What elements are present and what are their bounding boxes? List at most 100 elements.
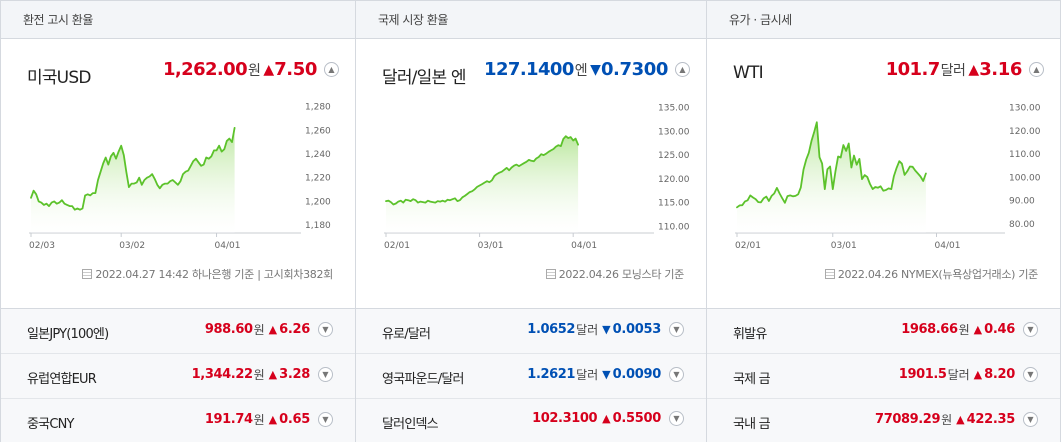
- main-quote-name: WTI: [733, 63, 764, 83]
- list-item-change: 3.28: [279, 367, 310, 382]
- list-item-name: 국내 금: [733, 417, 771, 432]
- chevron-down-icon[interactable]: ▼: [1023, 322, 1038, 337]
- list-item-change: 0.0053: [612, 322, 662, 337]
- source-text: 2022.04.26 모닝스타 기준: [558, 268, 685, 281]
- main-quote-change: 3.16: [979, 59, 1022, 80]
- list-item[interactable]: 유럽연합EUR 1,344.22 원 ▲ 3.28 ▼: [1, 354, 355, 399]
- up-arrow-icon: ▲: [973, 368, 983, 381]
- list-item-value: 191.74: [204, 412, 253, 427]
- list-item-change: 8.20: [984, 367, 1015, 382]
- usdjpy-chart: 110.00 115.00 120.00 125.00 130.00 135.00 02/0…: [356, 93, 706, 259]
- list-item[interactable]: 중국CNY 191.74 원 ▲ 0.65 ▼: [1, 399, 355, 442]
- list-item-name: 휘발유: [733, 327, 767, 342]
- main-quote-value: 127.1400: [484, 59, 574, 80]
- list-item-name: 유로/달러: [382, 327, 431, 342]
- up-arrow-icon: ▲: [602, 412, 611, 425]
- list-item-value: 1,344.22: [191, 367, 253, 382]
- main-quote-name: 달러/일본 엔: [382, 68, 467, 88]
- up-arrow-icon: ▲: [268, 413, 278, 426]
- y-tick-label: 100.00: [1009, 173, 1041, 183]
- chevron-down-icon[interactable]: ▼: [1023, 367, 1038, 382]
- y-tick-label: 115.00: [658, 199, 690, 209]
- list-item[interactable]: 달러인덱스 102.3100 ▲ 0.5500 ▼: [356, 399, 706, 442]
- chevron-down-icon[interactable]: ▼: [318, 367, 333, 382]
- chevron-down-icon[interactable]: ▼: [669, 322, 684, 337]
- y-tick-label: 1,220: [305, 174, 331, 184]
- document-icon: [545, 269, 556, 279]
- y-tick-label: 90.00: [1009, 197, 1035, 207]
- source-note: 2022.04.27 14:42 하나은행 기준 | 고시회차382회: [82, 266, 333, 282]
- list-item-name: 국제 금: [733, 372, 771, 387]
- panel-header: 유가 · 금시세: [707, 1, 1060, 39]
- list-item-change: 0.65: [279, 412, 310, 427]
- main-quote-value: 1,262.00: [162, 59, 248, 80]
- panel-header: 환전 고시 환율: [1, 1, 355, 39]
- chevron-up-icon[interactable]: ▲: [324, 62, 339, 77]
- main-quote: 미국USD 1,262.00 원 ▲ 7.50 ▲: [1, 59, 355, 88]
- list-item[interactable]: 휘발유 1968.66 원 ▲ 0.46 ▼: [707, 309, 1060, 354]
- list-item-unit: 원: [941, 413, 953, 427]
- y-tick-label: 1,260: [305, 126, 331, 136]
- up-arrow-icon: ▲: [973, 323, 983, 336]
- down-arrow-icon: ▼: [602, 323, 611, 336]
- chevron-up-icon[interactable]: ▲: [1029, 62, 1044, 77]
- list-item-value: 1.0652: [527, 322, 576, 337]
- list-item-value: 988.60: [204, 322, 253, 337]
- x-tick-label: 03/02: [119, 241, 145, 251]
- x-tick-label: 02/01: [735, 241, 761, 251]
- series-line: [385, 135, 579, 206]
- up-arrow-icon: ▲: [263, 61, 275, 78]
- source-text: 2022.04.26 NYMEX(뉴욕상업거래소) 기준: [837, 268, 1038, 281]
- series-area: [31, 127, 235, 233]
- list-item[interactable]: 국내 금 77089.29 원 ▲ 422.35 ▼: [707, 399, 1060, 442]
- list-item[interactable]: 국제 금 1901.5 달러 ▲ 8.20 ▼: [707, 354, 1060, 399]
- main-quote-unit: 달러: [940, 62, 966, 79]
- chevron-down-icon[interactable]: ▼: [669, 411, 684, 426]
- up-arrow-icon: ▲: [268, 368, 278, 381]
- list-item-value: 77089.29: [875, 412, 941, 427]
- x-tick-label: 02/01: [384, 241, 410, 251]
- y-tick-label: 80.00: [1009, 220, 1035, 230]
- chevron-down-icon[interactable]: ▼: [1023, 412, 1038, 427]
- x-tick-label: 03/01: [478, 241, 504, 251]
- list-item[interactable]: 유로/달러 1.0652 달러 ▼ 0.0053 ▼: [356, 309, 706, 354]
- document-icon: [824, 269, 835, 279]
- usd-chart-svg: 1,180 1,200 1,220 1,240 1,260 1,280 02/03 03/02…: [29, 103, 331, 251]
- chevron-down-icon[interactable]: ▼: [669, 367, 684, 382]
- y-tick-label: 110.00: [658, 222, 690, 232]
- usdjpy-chart-svg: 110.00 115.00 120.00 125.00 130.00 135.00 02/0…: [384, 104, 690, 251]
- list-item-value: 1901.5: [898, 367, 947, 382]
- y-tick-label: 1,240: [305, 150, 331, 160]
- source-note: 2022.04.26 모닝스타 기준: [545, 266, 685, 282]
- up-arrow-icon: ▲: [268, 323, 278, 336]
- y-tick-label: 135.00: [658, 104, 690, 114]
- y-tick-label: 130.00: [658, 127, 690, 137]
- chevron-down-icon[interactable]: ▼: [318, 412, 333, 427]
- list-item[interactable]: 영국파운드/달러 1.2621 달러 ▼ 0.0090 ▼: [356, 354, 706, 399]
- main-quote: WTI 101.7 달러 ▲ 3.16 ▲: [707, 59, 1060, 87]
- panel-oil-gold: 유가 · 금시세 WTI 101.7 달러 ▲ 3.16 ▲ 80.00 90.0…: [706, 0, 1061, 442]
- list-item[interactable]: 일본JPY(100엔) 988.60 원 ▲ 6.26 ▼: [1, 309, 355, 354]
- document-icon: [82, 269, 93, 279]
- series-area: [737, 122, 926, 233]
- panel-intl-market: 국제 시장 환율 달러/일본 엔 127.1400 엔 ▼ 0.7300 ▲ 1…: [355, 0, 707, 442]
- list-item-value: 1.2621: [527, 367, 576, 382]
- up-arrow-icon: ▲: [968, 61, 980, 78]
- chevron-down-icon[interactable]: ▼: [318, 322, 333, 337]
- panel-exchange-notice: 환전 고시 환율 미국USD 1,262.00 원 ▲ 7.50 ▲ 1,180…: [0, 0, 356, 442]
- quote-list: 휘발유 1968.66 원 ▲ 0.46 ▼ 국제 금 1901.5 달러 ▲ …: [707, 308, 1060, 442]
- list-item-change: 0.5500: [612, 411, 662, 426]
- series-line: [736, 121, 927, 209]
- y-tick-label: 110.00: [1009, 150, 1041, 160]
- down-arrow-icon: ▼: [590, 61, 601, 78]
- list-item-unit: 원: [253, 323, 265, 337]
- wti-chart: 80.00 90.00 100.00 110.00 120.00 130.00 02/01 0…: [707, 93, 1060, 259]
- y-tick-label: 130.00: [1009, 104, 1041, 114]
- list-item-name: 영국파운드/달러: [382, 372, 465, 387]
- list-item-change: 422.35: [966, 412, 1016, 427]
- y-tick-label: 120.00: [658, 175, 690, 185]
- chevron-up-icon[interactable]: ▲: [675, 62, 690, 77]
- y-tick-label: 120.00: [1009, 127, 1041, 137]
- main-quote-change: 7.50: [274, 59, 317, 80]
- list-item-value: 1968.66: [901, 322, 958, 337]
